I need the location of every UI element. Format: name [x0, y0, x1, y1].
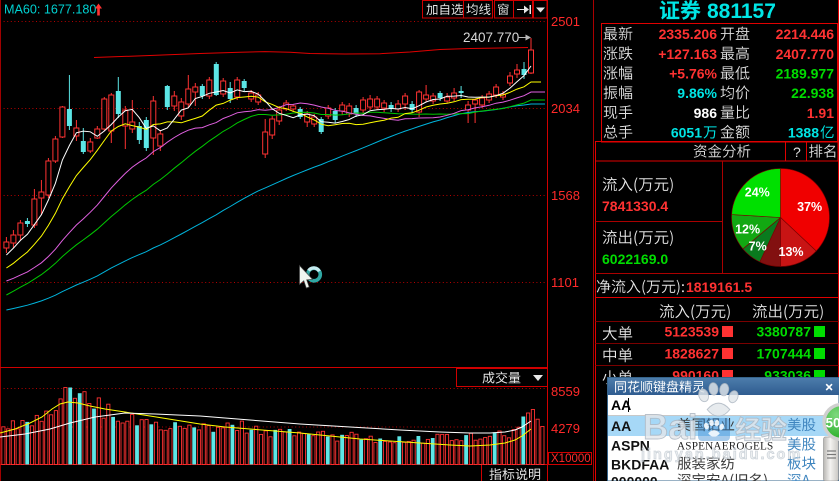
svg-text:881157: 881157 [707, 0, 776, 23]
svg-text:5123539: 5123539 [664, 324, 719, 340]
svg-text:2335.206: 2335.206 [659, 26, 718, 42]
svg-text:1707444: 1707444 [756, 346, 811, 362]
svg-text:1819161.5: 1819161.5 [686, 279, 752, 295]
svg-text:7%: 7% [749, 240, 767, 254]
svg-text:X10000: X10000 [551, 453, 591, 465]
svg-text:12%: 12% [735, 222, 760, 236]
svg-text:1388: 1388 [788, 124, 819, 140]
svg-text:MA60: 1677.180: MA60: 1677.180 [4, 3, 96, 17]
svg-text:37%: 37% [797, 200, 822, 214]
svg-text:1.91: 1.91 [807, 105, 834, 121]
svg-text:ASPENAEROGELS: ASPENAEROGELS [677, 441, 773, 453]
svg-text:22.938: 22.938 [791, 85, 834, 101]
svg-text:4279: 4279 [551, 421, 580, 436]
svg-text:AA: AA [611, 397, 631, 413]
svg-text:?: ? [793, 144, 801, 160]
svg-text:986: 986 [694, 105, 718, 121]
svg-text:6022169.0: 6022169.0 [602, 251, 668, 267]
svg-text:24%: 24% [745, 186, 770, 200]
svg-text:2501: 2501 [551, 14, 580, 29]
svg-text:+5.76%: +5.76% [669, 66, 717, 82]
svg-text:+127.163: +127.163 [658, 46, 717, 62]
svg-text:000000: 000000 [611, 474, 658, 481]
svg-text:2407.770: 2407.770 [776, 46, 835, 62]
svg-text:1101: 1101 [551, 275, 579, 290]
svg-text:jingyan.baidu.com: jingyan.baidu.com [640, 447, 802, 463]
svg-text:AA: AA [611, 418, 631, 434]
svg-text:2214.446: 2214.446 [776, 26, 835, 42]
svg-text:1568: 1568 [551, 188, 580, 203]
svg-text:ASPN: ASPN [611, 438, 650, 454]
svg-text:2034: 2034 [551, 101, 580, 116]
svg-text:6051: 6051 [671, 124, 702, 140]
svg-text:50: 50 [825, 416, 839, 431]
svg-text:BKDFAA: BKDFAA [611, 457, 669, 473]
svg-text:3380787: 3380787 [756, 324, 811, 340]
svg-text:2407.770: 2407.770 [463, 30, 519, 45]
svg-text:9.86%: 9.86% [677, 85, 717, 101]
svg-text:2189.977: 2189.977 [776, 66, 835, 82]
svg-text:8559: 8559 [551, 384, 580, 399]
svg-text:13%: 13% [779, 245, 804, 259]
svg-text:Bai: Bai [643, 408, 697, 447]
svg-text:1828627: 1828627 [664, 346, 719, 362]
svg-text:7841330.4: 7841330.4 [602, 198, 668, 214]
